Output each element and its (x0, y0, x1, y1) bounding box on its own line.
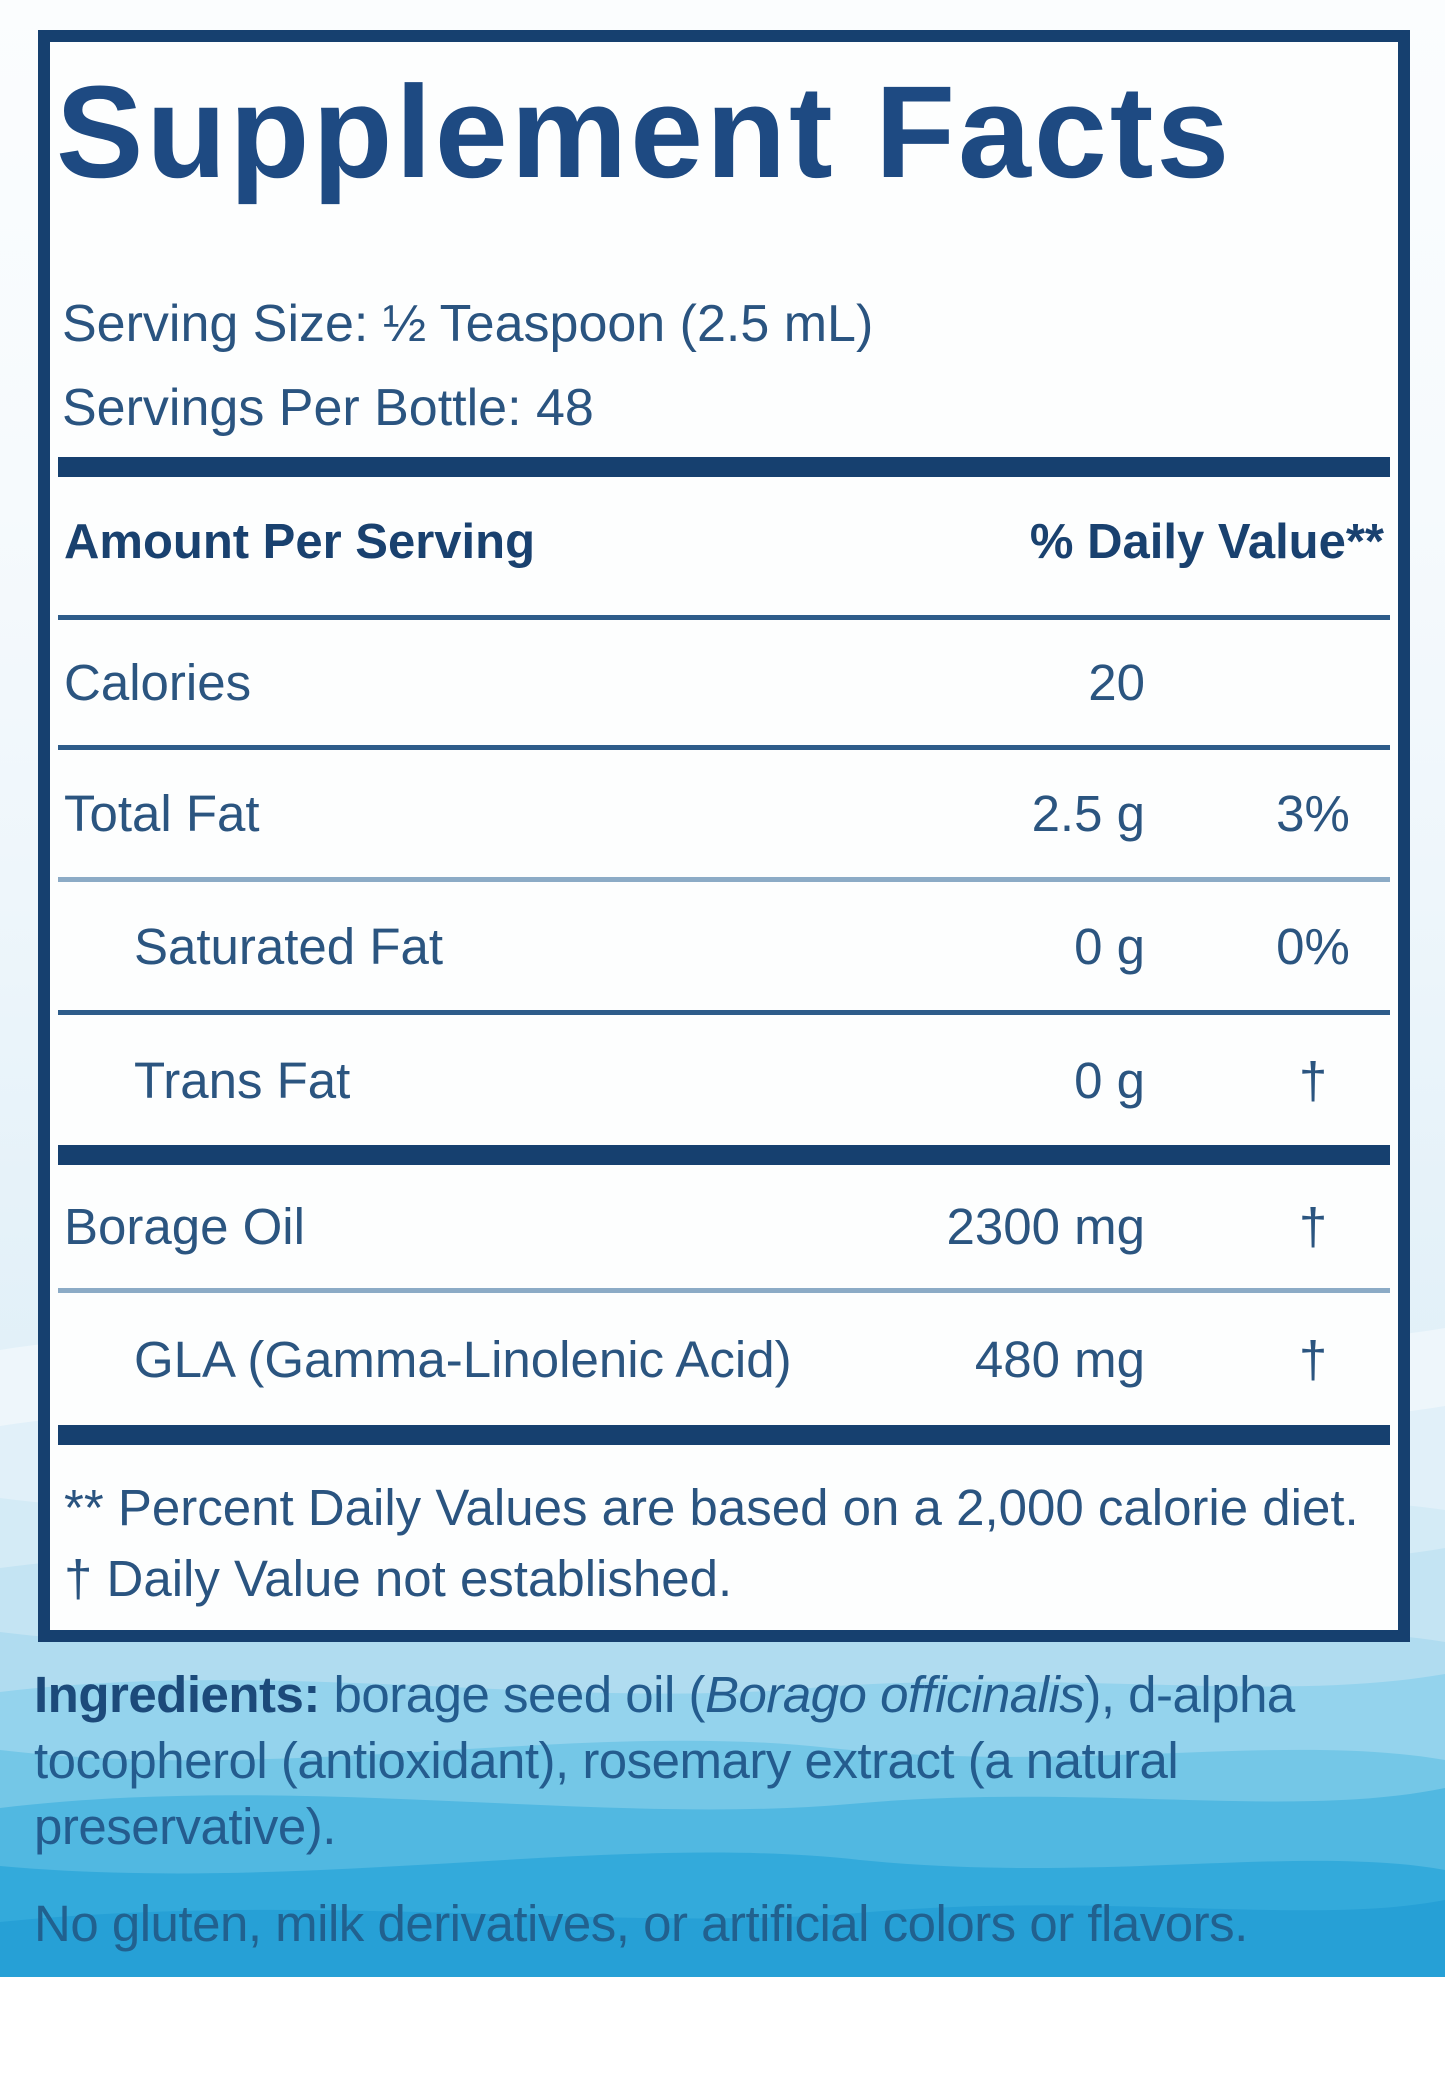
amount-per-serving-header: Amount Per Serving (64, 515, 536, 569)
row-daily-value: 0% (1276, 917, 1350, 975)
divider-header (58, 615, 1390, 620)
facts-header-row: Amount Per Serving % Daily Value** (50, 467, 1398, 617)
table-row-total-fat: Total Fat 2.5 g 3% (50, 750, 1398, 877)
row-daily-value: 3% (1276, 785, 1350, 842)
divider-after-total-fat (58, 877, 1390, 882)
row-daily-value: † (1298, 1051, 1328, 1109)
row-amount: 2.5 g (1031, 785, 1145, 842)
divider-thick-top (58, 457, 1390, 477)
row-amount: 2300 mg (946, 1198, 1145, 1255)
allergen-statement: No gluten, milk derivatives, or artifici… (34, 1895, 1248, 1952)
table-row-saturated-fat: Saturated Fat 0 g 0% (50, 882, 1398, 1010)
table-row-trans-fat: Trans Fat 0 g † (50, 1015, 1398, 1145)
ingredients-text-a: borage seed oil ( (319, 1666, 706, 1723)
divider-after-borage-oil (58, 1288, 1390, 1293)
row-label: GLA (Gamma-Linolenic Acid) (134, 1330, 792, 1388)
ingredients-label: Ingredients: (34, 1666, 320, 1723)
table-row-borage-oil: Borage Oil 2300 mg † (50, 1165, 1398, 1288)
divider-after-saturated-fat (58, 1010, 1390, 1015)
footnotes: ** Percent Daily Values are based on a 2… (50, 1440, 1398, 1614)
ingredients-text-b: ), d-alpha (1084, 1666, 1295, 1723)
ingredients-line2: tocopherol (antioxidant), rosemary extra… (34, 1732, 1179, 1789)
divider-thick-middle (58, 1145, 1390, 1165)
row-daily-value: † (1298, 1198, 1328, 1255)
row-label: Saturated Fat (134, 917, 444, 975)
divider-thick-bottom (58, 1425, 1390, 1445)
servings-per-bottle-line: Servings Per Bottle: 48 (62, 379, 594, 437)
footnote-daily-value: ** Percent Daily Values are based on a 2… (64, 1479, 1359, 1536)
supplement-facts-panel: Supplement Facts Serving Size: ½ Teaspoo… (38, 30, 1410, 1642)
row-amount: 0 g (1074, 1051, 1145, 1109)
row-label: Total Fat (64, 785, 260, 842)
row-label: Borage Oil (64, 1198, 305, 1255)
row-amount: 480 mg (974, 1330, 1145, 1388)
row-daily-value: † (1298, 1330, 1328, 1388)
divider-after-calories (58, 745, 1390, 750)
serving-info: Serving Size: ½ Teaspoon (2.5 mL) Servin… (62, 282, 1382, 450)
footnote-dagger: † Daily Value not established. (64, 1550, 733, 1607)
table-row-gla: GLA (Gamma-Linolenic Acid) 480 mg † (50, 1293, 1398, 1425)
row-label: Trans Fat (134, 1051, 351, 1109)
table-row-calories: Calories 20 (50, 620, 1398, 745)
bottom-white-strip (0, 1977, 1445, 2081)
daily-value-header: % Daily Value** (1029, 515, 1384, 569)
ingredients-line3: preservative). (34, 1798, 336, 1855)
row-amount: 20 (1088, 654, 1145, 711)
panel-title: Supplement Facts (56, 58, 1233, 205)
ingredients-paragraph: Ingredients: borage seed oil (Borago off… (34, 1662, 1424, 1860)
row-amount: 0 g (1074, 917, 1145, 975)
ingredients-latin-name: Borago officinalis (704, 1666, 1085, 1723)
serving-size-line: Serving Size: ½ Teaspoon (2.5 mL) (62, 295, 874, 353)
row-label: Calories (64, 654, 252, 711)
